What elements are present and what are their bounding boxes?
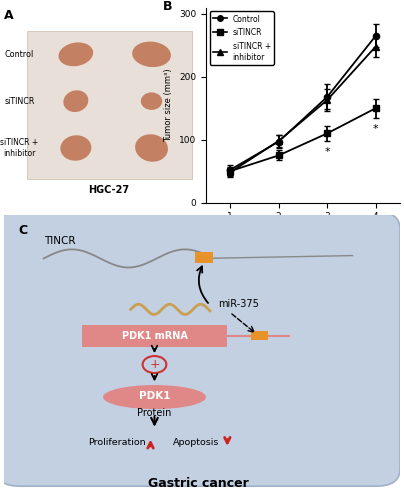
X-axis label: Weeks: Weeks	[282, 227, 323, 237]
Text: B: B	[163, 0, 173, 12]
Text: siTINCR: siTINCR	[4, 96, 35, 106]
Text: C: C	[18, 224, 27, 237]
Text: siTINCR +
inhibitor: siTINCR + inhibitor	[0, 138, 39, 158]
Ellipse shape	[63, 90, 88, 112]
Text: *: *	[373, 124, 379, 134]
Text: Gastric cancer: Gastric cancer	[148, 478, 248, 490]
Text: Protein: Protein	[137, 408, 172, 418]
Y-axis label: Tumor size (mm³): Tumor size (mm³)	[164, 68, 173, 142]
Text: PDK1 mRNA: PDK1 mRNA	[122, 330, 187, 340]
FancyBboxPatch shape	[27, 31, 192, 179]
Ellipse shape	[60, 136, 91, 160]
Ellipse shape	[59, 42, 93, 66]
Text: A: A	[4, 10, 14, 22]
FancyBboxPatch shape	[195, 252, 213, 262]
Text: Apoptosis: Apoptosis	[173, 438, 219, 447]
Text: TINCR: TINCR	[44, 236, 75, 246]
Text: miR-375: miR-375	[218, 298, 259, 308]
Ellipse shape	[141, 92, 162, 110]
FancyBboxPatch shape	[0, 212, 400, 486]
Text: PDK1: PDK1	[139, 391, 170, 401]
Ellipse shape	[135, 134, 168, 162]
Text: Proliferation: Proliferation	[88, 438, 146, 447]
Text: +: +	[149, 358, 160, 371]
Text: *: *	[324, 147, 330, 157]
Ellipse shape	[132, 42, 171, 67]
Ellipse shape	[103, 385, 206, 409]
Legend: Control, siTINCR, siTINCR +
inhibitor: Control, siTINCR, siTINCR + inhibitor	[210, 12, 274, 64]
FancyBboxPatch shape	[82, 324, 227, 347]
FancyBboxPatch shape	[251, 330, 268, 340]
Text: HGC-27: HGC-27	[88, 185, 129, 195]
Text: Control: Control	[5, 50, 34, 59]
